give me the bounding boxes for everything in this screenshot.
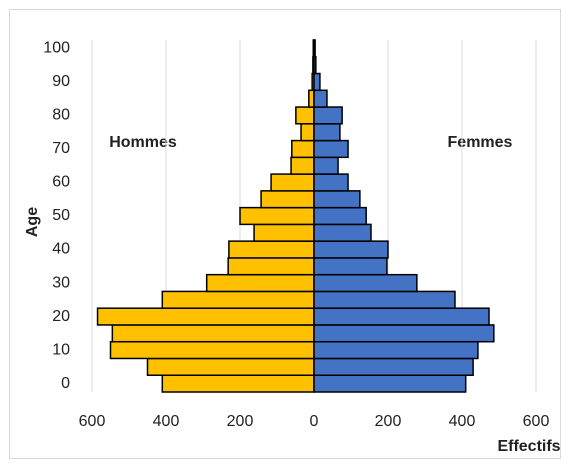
bar [109, 340, 315, 360]
y-tick-label: 0 [61, 375, 70, 392]
bar [313, 273, 418, 293]
y-tick-label: 100 [43, 40, 70, 57]
bar [313, 139, 349, 159]
bar [313, 223, 372, 242]
bar [313, 56, 317, 75]
bar [161, 290, 315, 309]
bar [313, 123, 341, 142]
bar [313, 173, 349, 192]
bar [300, 123, 315, 142]
bar [295, 106, 315, 125]
bar [313, 89, 328, 108]
bar [96, 307, 315, 326]
bar [291, 139, 315, 159]
x-tick-label: 400 [449, 413, 476, 430]
x-tick-label: 600 [79, 413, 106, 430]
bar [313, 340, 479, 360]
bar [313, 39, 316, 58]
y-tick-label: 70 [52, 140, 70, 157]
bar [313, 324, 495, 343]
y-tick-label: 60 [52, 174, 70, 191]
bar [228, 240, 315, 259]
bar [313, 290, 456, 309]
y-tick-label: 40 [52, 241, 70, 258]
y-tick-label: 90 [52, 73, 70, 90]
bar [253, 223, 315, 242]
bar [313, 257, 388, 276]
bar [313, 106, 343, 125]
bar [313, 190, 361, 209]
series-label: Femmes [448, 134, 513, 151]
bar [161, 374, 315, 393]
bar [111, 324, 315, 343]
bar [290, 156, 315, 175]
bar [239, 206, 315, 226]
y-tick-label: 50 [52, 207, 70, 224]
bar [313, 156, 339, 175]
x-tick-label: 400 [153, 413, 180, 430]
y-tick-label: 20 [52, 308, 70, 325]
bar [313, 307, 490, 326]
bar [308, 89, 315, 108]
bar [146, 357, 315, 376]
series-label: Hommes [109, 134, 177, 151]
bar [227, 257, 315, 276]
bar [313, 72, 321, 92]
x-tick-label: 200 [227, 413, 254, 430]
bar [313, 240, 389, 259]
bar [260, 190, 315, 209]
bar [313, 357, 474, 376]
bar [205, 273, 315, 293]
x-tick-label: 200 [375, 413, 402, 430]
y-tick-label: 80 [52, 107, 70, 124]
y-tick-label: 30 [52, 274, 70, 291]
bar [270, 173, 315, 192]
x-tick-label: 0 [310, 413, 319, 430]
bar [313, 374, 467, 393]
y-tick-label: 10 [52, 341, 70, 358]
bar [313, 206, 367, 226]
x-tick-label: 600 [523, 413, 550, 430]
x-axis-label: Effectifs [497, 438, 560, 455]
y-axis-label: Age [24, 207, 41, 237]
